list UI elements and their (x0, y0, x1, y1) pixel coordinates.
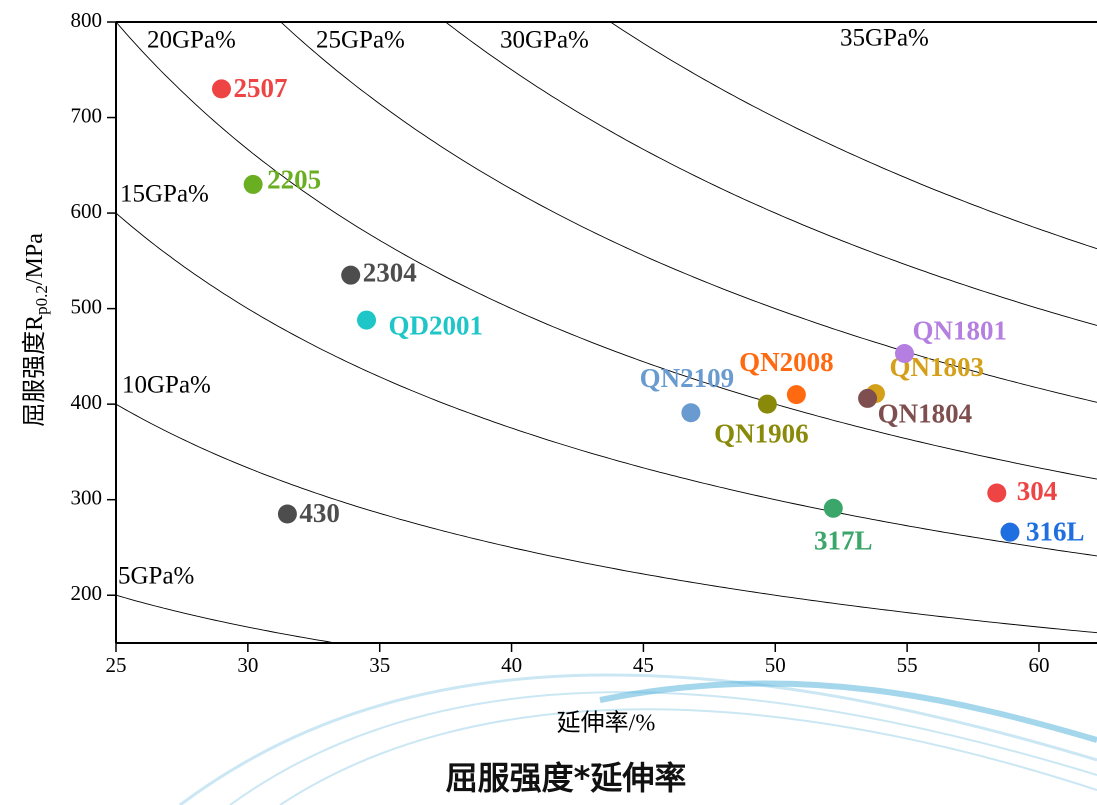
point-label: 2304 (363, 257, 417, 287)
data-point (212, 79, 231, 98)
point-label: 317L (814, 525, 873, 555)
data-point (858, 389, 877, 408)
iso-curve-label: 5GPa% (118, 563, 194, 590)
y-tick-label: 300 (71, 486, 103, 510)
iso-curve-label: 25GPa% (316, 27, 405, 54)
y-tick-label: 400 (71, 390, 103, 414)
y-tick-label: 500 (71, 294, 103, 318)
plot-area: 5GPa% 10GPa% 15GPa% 20GPa% 25GPa% 30GPa% 35GPa… (71, 0, 1097, 710)
y-tick-label: 700 (71, 103, 103, 127)
data-point (895, 344, 914, 363)
point-label: QD2001 (389, 310, 484, 340)
caption: 屈服强度*延伸率 (446, 759, 687, 797)
x-tick-label: 45 (633, 653, 654, 677)
x-tick-label: 60 (1028, 653, 1049, 677)
y-tick-label: 800 (71, 8, 103, 32)
point-label: 430 (299, 498, 340, 528)
data-point (244, 175, 263, 194)
iso-curve-label: 15GPa% (120, 181, 209, 208)
point-label: QN1906 (714, 418, 809, 448)
point-label: 2507 (233, 73, 287, 103)
x-tick-label: 25 (106, 653, 127, 677)
y-tick-label: 200 (71, 581, 103, 605)
x-axis-title: 延伸率/% (557, 710, 656, 737)
data-point (758, 395, 777, 414)
point-label: QN1801 (912, 316, 1007, 346)
y-axis-title-subscript: p0.2 (32, 285, 51, 315)
point-label: 316L (1026, 516, 1085, 546)
data-point (357, 311, 376, 330)
iso-curve-label: 10GPa% (122, 372, 211, 399)
point-label: QN1804 (878, 399, 973, 429)
iso-curve-label: 20GPa% (147, 27, 236, 54)
iso-curve (116, 0, 1097, 326)
iso-curve-label: 35GPa% (840, 25, 929, 52)
y-axis-title: 屈服强度Rp0.2/MPa (21, 233, 51, 427)
iso-curve-label: 30GPa% (500, 27, 589, 54)
data-point (681, 403, 700, 422)
chart: 5GPa% 10GPa% 15GPa% 20GPa% 25GPa% 30GPa% 35GPa… (0, 0, 1097, 805)
point-label: QN2109 (640, 363, 735, 393)
data-point (824, 499, 843, 518)
x-tick-label: 50 (765, 653, 786, 677)
x-tick-label: 35 (369, 653, 390, 677)
x-tick-label: 30 (237, 653, 258, 677)
y-tick-label: 600 (71, 199, 103, 223)
point-label: 304 (1017, 476, 1057, 506)
data-point (1000, 523, 1019, 542)
point-label: 2205 (267, 165, 321, 195)
x-tick-label: 40 (501, 653, 522, 677)
data-point (341, 266, 360, 285)
iso-curve (116, 0, 1097, 249)
data-point (278, 505, 297, 524)
x-tick-label: 55 (897, 653, 918, 677)
y-axis-title-main: 屈服强度R (21, 315, 48, 427)
point-label: QN2008 (739, 347, 834, 377)
y-axis-title-unit: /MPa (22, 233, 48, 285)
data-point (987, 484, 1006, 503)
iso-curve (116, 213, 1097, 556)
iso-curve (116, 404, 1097, 633)
data-point (787, 385, 806, 404)
